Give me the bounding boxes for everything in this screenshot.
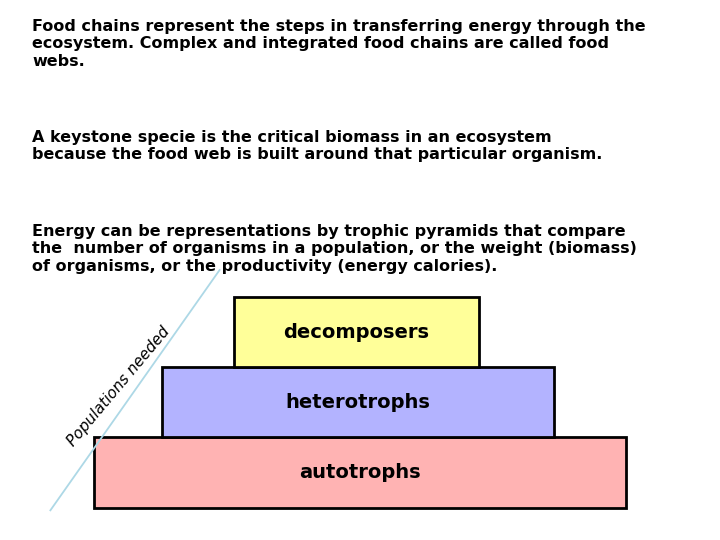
Text: Populations needed: Populations needed	[65, 323, 173, 449]
Bar	[162, 367, 554, 437]
Text: Food chains represent the steps in transferring energy through the
ecosystem. Co: Food chains represent the steps in trans…	[32, 19, 646, 69]
Text: decomposers: decomposers	[284, 322, 429, 342]
Text: autotrophs: autotrophs	[300, 463, 420, 482]
Text: heterotrophs: heterotrophs	[286, 393, 431, 412]
Text: A keystone specie is the critical biomass in an ecosystem
because the food web i: A keystone specie is the critical biomas…	[32, 130, 603, 162]
Bar	[94, 437, 626, 508]
Bar	[234, 297, 479, 367]
Text: Energy can be representations by trophic pyramids that compare
the  number of or: Energy can be representations by trophic…	[32, 224, 637, 274]
